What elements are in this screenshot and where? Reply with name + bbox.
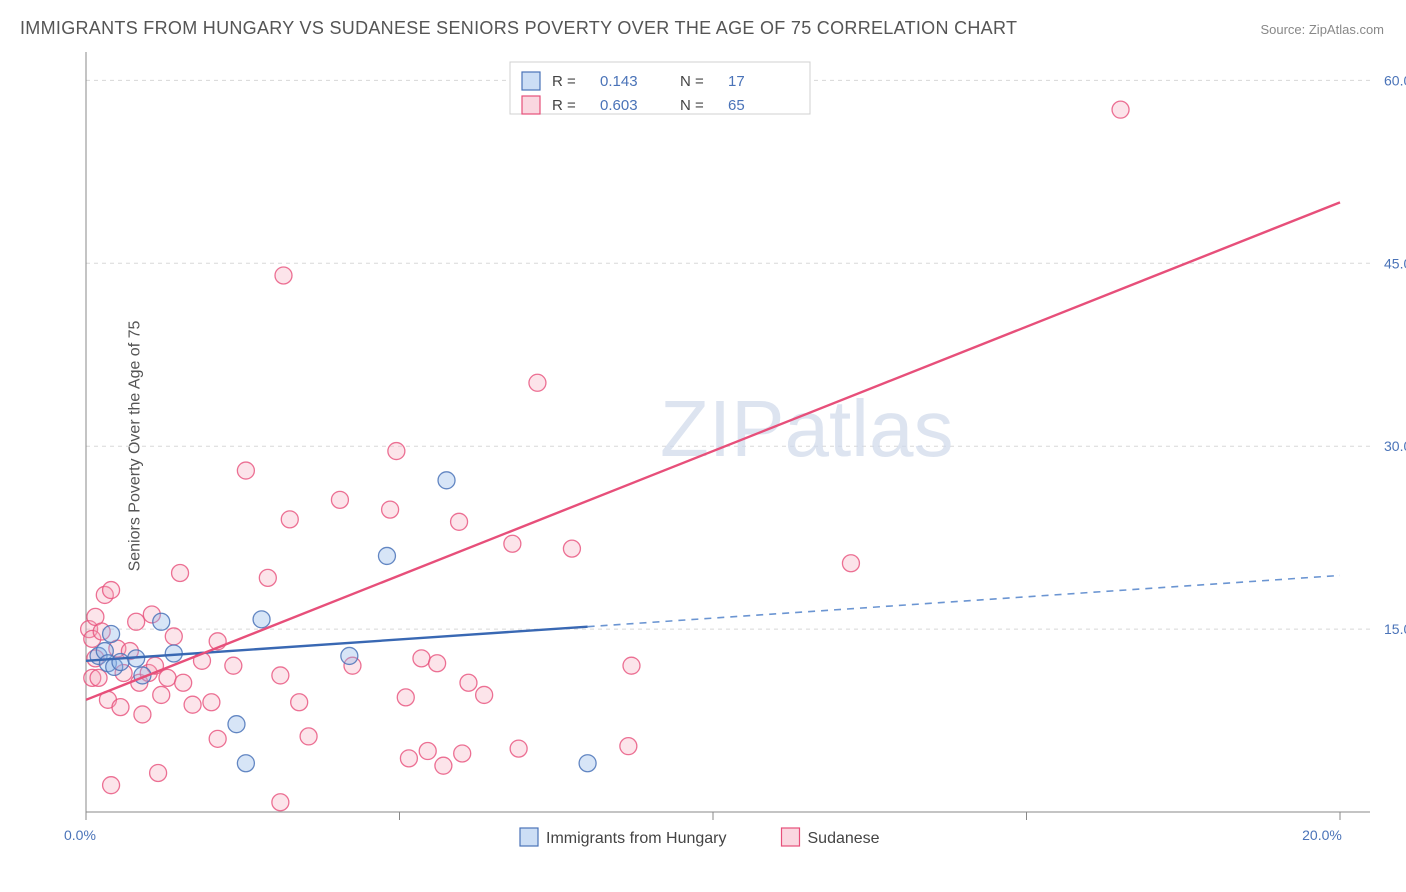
data-point [300, 728, 317, 745]
scatter-chart: ZIPatlas R =0.143N =17R =0.603N =65 15.0… [40, 56, 1390, 856]
data-point [579, 755, 596, 772]
regression-line-hungary [86, 627, 588, 661]
regression-line-hungary-extrap [588, 575, 1340, 626]
data-point [291, 694, 308, 711]
correlation-legend: R = 0.143 N = 17 R = 0.603 N = 65 [510, 62, 810, 114]
data-point [90, 669, 107, 686]
data-point [175, 674, 192, 691]
svg-text:20.0%: 20.0% [1302, 827, 1342, 843]
data-point [388, 443, 405, 460]
svg-text:17: 17 [728, 73, 745, 90]
svg-text:30.0%: 30.0% [1384, 438, 1406, 454]
svg-text:0.143: 0.143 [600, 73, 638, 90]
svg-text:60.0%: 60.0% [1384, 72, 1406, 88]
data-point [259, 569, 276, 586]
svg-text:65: 65 [728, 97, 745, 114]
data-point [419, 743, 436, 760]
data-point [112, 699, 129, 716]
data-point [225, 657, 242, 674]
regression-line-sudanese [86, 202, 1340, 699]
data-point [184, 696, 201, 713]
data-point [438, 472, 455, 489]
data-point [460, 674, 477, 691]
data-point [253, 611, 270, 628]
data-point [429, 655, 446, 672]
svg-text:15.0%: 15.0% [1384, 621, 1406, 637]
data-point [159, 669, 176, 686]
points-sudanese [81, 101, 1129, 811]
points-hungary [90, 472, 596, 772]
series-legend: Immigrants from Hungary Sudanese [520, 828, 880, 847]
legend-label: Sudanese [808, 830, 880, 847]
data-point [378, 547, 395, 564]
data-point [103, 777, 120, 794]
chart-title: IMMIGRANTS FROM HUNGARY VS SUDANESE SENI… [20, 18, 1017, 39]
legend-label: Immigrants from Hungary [546, 830, 727, 847]
data-point [504, 535, 521, 552]
data-point [134, 706, 151, 723]
data-point [228, 716, 245, 733]
data-point [103, 625, 120, 642]
data-point [128, 613, 145, 630]
svg-text:N =: N = [680, 73, 704, 90]
watermark-text: ZIPatlas [660, 384, 953, 473]
data-point [451, 513, 468, 530]
svg-text:R =: R = [552, 97, 576, 114]
data-point [165, 628, 182, 645]
data-point [153, 686, 170, 703]
data-point [842, 555, 859, 572]
svg-text:0.603: 0.603 [600, 97, 638, 114]
data-point [435, 757, 452, 774]
data-point [150, 764, 167, 781]
data-point [397, 689, 414, 706]
data-point [275, 267, 292, 284]
data-point [510, 740, 527, 757]
data-point [529, 374, 546, 391]
data-point [341, 647, 358, 664]
data-point [209, 730, 226, 747]
svg-text:45.0%: 45.0% [1384, 255, 1406, 271]
data-point [172, 565, 189, 582]
data-point [237, 462, 254, 479]
data-point [281, 511, 298, 528]
svg-text:R =: R = [552, 73, 576, 90]
data-point [454, 745, 471, 762]
data-point [272, 667, 289, 684]
data-point [103, 582, 120, 599]
data-point [203, 694, 220, 711]
regression-lines [86, 202, 1340, 699]
data-point [153, 613, 170, 630]
gridlines [86, 80, 1370, 629]
data-point [563, 540, 580, 557]
data-point [331, 491, 348, 508]
legend-swatch [782, 828, 800, 846]
data-point [413, 650, 430, 667]
data-point [1112, 101, 1129, 118]
source-label: Source: ZipAtlas.com [1260, 22, 1384, 37]
data-point [620, 738, 637, 755]
svg-text:N =: N = [680, 97, 704, 114]
data-point [112, 654, 129, 671]
data-point [237, 755, 254, 772]
data-point [382, 501, 399, 518]
svg-text:0.0%: 0.0% [64, 827, 96, 843]
data-point [476, 686, 493, 703]
data-point [400, 750, 417, 767]
data-point [623, 657, 640, 674]
legend-swatch [520, 828, 538, 846]
data-point [272, 794, 289, 811]
